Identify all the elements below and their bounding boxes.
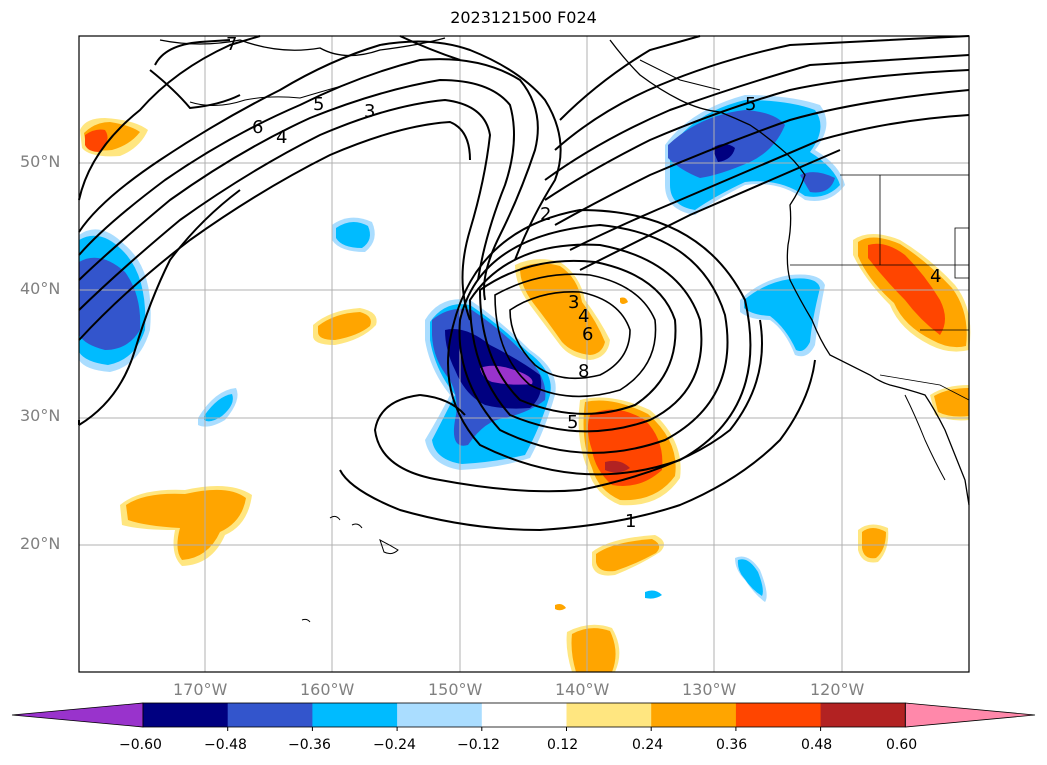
map-frame bbox=[78, 35, 970, 673]
gridlines bbox=[79, 36, 969, 672]
contour-label: 5 bbox=[567, 412, 578, 433]
colorbar-tick: −0.60 bbox=[119, 737, 162, 753]
lat-label-50n: 50°N bbox=[20, 152, 61, 171]
contour-label: 3 bbox=[364, 101, 375, 122]
lon-label-120w: 120°W bbox=[810, 680, 865, 699]
colorbar-segment bbox=[143, 703, 229, 727]
contour-label: 4 bbox=[578, 306, 589, 327]
contour-labels: 7 6 5 4 3 2 3 4 6 8 5 1 5 4 bbox=[226, 34, 941, 532]
contour-label: 4 bbox=[276, 127, 287, 148]
colorbar-segment bbox=[735, 703, 822, 727]
map-title: 2023121500 F024 bbox=[450, 8, 597, 27]
colorbar-tick: 0.36 bbox=[716, 737, 748, 753]
pos-blob-nw-core bbox=[85, 129, 108, 152]
lat-label-30n: 30°N bbox=[20, 406, 61, 425]
colorbar bbox=[11, 702, 1036, 731]
colorbar-tick: −0.24 bbox=[373, 737, 416, 753]
lon-label-160w: 160°W bbox=[300, 680, 355, 699]
lon-label-140w: 140°W bbox=[555, 680, 610, 699]
lon-label-130w: 130°W bbox=[682, 680, 737, 699]
colorbar-tick: 0.48 bbox=[801, 737, 833, 753]
contour-label: 5 bbox=[313, 94, 324, 115]
colorbar-segment bbox=[820, 703, 906, 727]
colorbar-segment bbox=[397, 703, 483, 727]
contour-label: 3 bbox=[568, 292, 579, 313]
lat-label-20n: 20°N bbox=[20, 534, 61, 553]
contour-label: 2 bbox=[540, 204, 551, 225]
contour-label: 6 bbox=[582, 324, 593, 345]
lon-label-170w: 170°W bbox=[173, 680, 228, 699]
contour-label: 4 bbox=[930, 266, 941, 287]
colorbar-tick: −0.36 bbox=[288, 737, 331, 753]
colorbar-extend-right bbox=[904, 702, 1036, 728]
colorbar-tick: −0.12 bbox=[457, 737, 500, 753]
contour-label: 7 bbox=[226, 34, 237, 55]
colorbar-segment bbox=[651, 703, 737, 727]
colorbar-tick: 0.60 bbox=[886, 737, 918, 753]
colorbar-segment bbox=[227, 703, 313, 727]
colorbar-segment bbox=[481, 703, 567, 727]
lat-label-40n: 40°N bbox=[20, 279, 61, 298]
colorbar-tick: 0.24 bbox=[632, 737, 664, 753]
coastlines bbox=[159, 37, 970, 623]
contour-label: 6 bbox=[252, 117, 263, 138]
contour-label: 5 bbox=[745, 94, 756, 115]
contour-label: 1 bbox=[625, 511, 636, 532]
colorbar-tick: −0.48 bbox=[204, 737, 247, 753]
borders bbox=[790, 174, 970, 401]
colorbar-extend-left bbox=[11, 702, 144, 728]
height-contours bbox=[78, 35, 970, 532]
colorbar-frame bbox=[142, 702, 906, 728]
lon-label-150w: 150°W bbox=[428, 680, 483, 699]
contour-label: 8 bbox=[578, 361, 589, 382]
neg-blob-west-core bbox=[79, 257, 141, 350]
colorbar-tick: 0.12 bbox=[547, 737, 579, 753]
colorbar-segment bbox=[566, 703, 652, 727]
colorbar-segment bbox=[312, 703, 398, 727]
